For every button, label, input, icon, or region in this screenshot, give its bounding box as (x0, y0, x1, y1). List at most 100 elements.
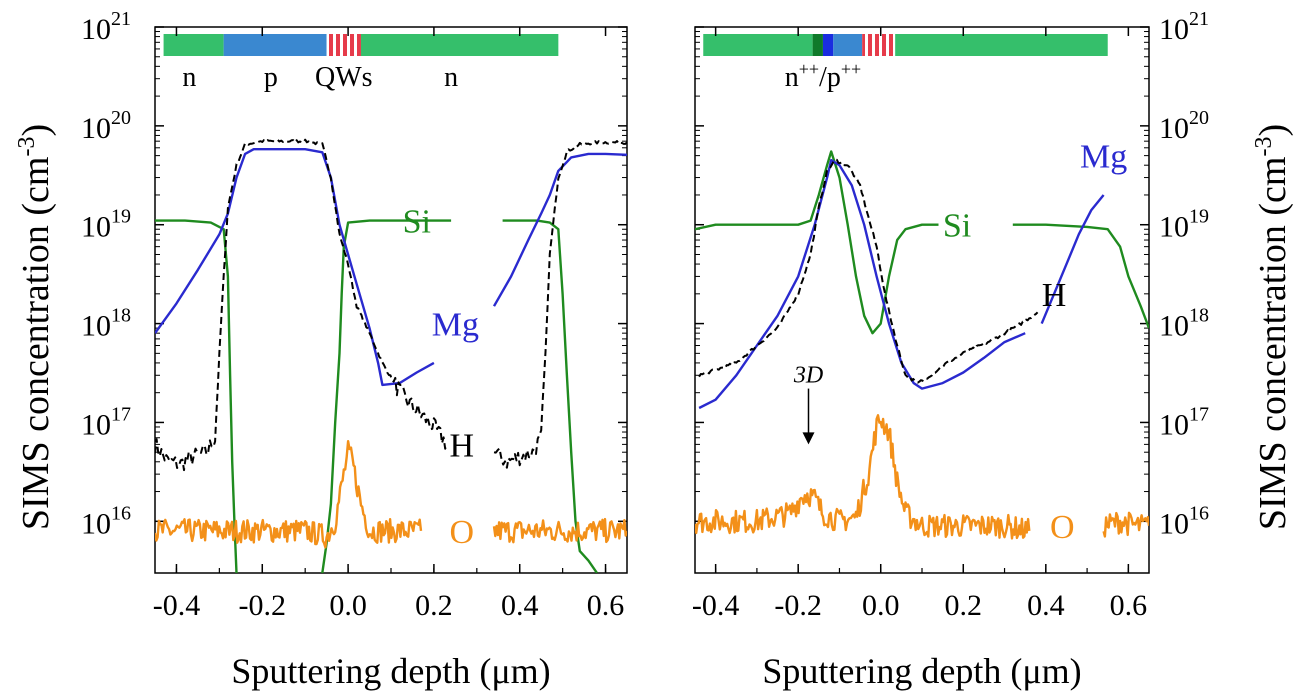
y-tick-exponent: 18 (111, 305, 131, 327)
series-h-line (493, 140, 627, 469)
left-panel: n p QWs n -0.4 -0.2 0.0 0.2 0.4 0.6 Sputtering dep… (81, 8, 628, 691)
series-si-line (155, 219, 238, 573)
structure-bar-label: p (264, 62, 278, 93)
y-tick-label: 1016 (1159, 502, 1209, 540)
series-si-line (1012, 223, 1149, 329)
structure-bar-label: n (182, 62, 196, 93)
series-si-line (502, 219, 598, 573)
structure-bar-segment (326, 34, 361, 56)
series-label-mg: Mg (1080, 139, 1127, 176)
y-tick-label: 1021 (1159, 8, 1209, 46)
structure-bar-label-part: /p (819, 62, 841, 93)
x-tick-label: 0.2 (415, 589, 453, 622)
series-h-line (698, 158, 1039, 384)
series-label-si: Si (943, 208, 971, 245)
y-tick-exponent: 18 (1189, 305, 1209, 327)
structure-bar-label: n++/p++ (785, 59, 861, 93)
x-tick-label: -0.4 (692, 589, 740, 622)
y-tick-exponent: 17 (1189, 403, 1209, 425)
structure-bar-segment (833, 34, 863, 56)
structure-bar-segment (703, 34, 813, 56)
structure-bar-label-part: ++ (799, 59, 819, 79)
structure-bar-segment (895, 34, 1108, 56)
x-tick-label: -0.2 (239, 589, 287, 622)
series-mg-line (492, 152, 627, 307)
series-mg-line (698, 158, 1026, 410)
structure-bar-label-part: n (785, 62, 799, 93)
y-tick-base: 10 (1159, 310, 1189, 343)
series-o-line (492, 517, 627, 544)
series-label-si: Si (403, 204, 431, 241)
y-tick-label: 1018 (81, 305, 131, 343)
structure-bar-label: n (444, 62, 458, 93)
series-label-mg: Mg (432, 307, 479, 344)
y-tick-base: 10 (81, 507, 111, 540)
series-label-o: O (1050, 509, 1075, 546)
y-tick-base: 10 (1159, 211, 1189, 244)
series-group (155, 138, 627, 573)
x-tick-label: 0.0 (329, 589, 367, 622)
series-mg-line (155, 148, 435, 387)
y-tick-exponent: 21 (1189, 8, 1209, 30)
y-tick-base: 10 (1159, 13, 1189, 46)
y-tick-label: 1016 (81, 502, 131, 540)
series-label-h: H (1042, 277, 1067, 314)
structure-bar-segment (163, 34, 224, 56)
structure-bar-label-part: ++ (841, 59, 861, 79)
series-o-line (155, 440, 423, 549)
series-o-line (695, 414, 1031, 540)
y-tick-label: 1017 (1159, 403, 1209, 441)
y-tick-base: 10 (1159, 408, 1189, 441)
structure-bar-segment (812, 34, 823, 56)
series-h-line (155, 138, 448, 472)
y-tick-base: 10 (81, 408, 111, 441)
y-tick-label: 1019 (1159, 206, 1209, 244)
x-axis-title: Sputtering depth (μm) (231, 651, 550, 691)
x-tick-label: 0.6 (1110, 589, 1148, 622)
y-tick-exponent: 17 (111, 403, 131, 425)
structure-bar-label: QWs (315, 62, 373, 93)
plot-frame (694, 26, 1150, 574)
series-label-o: O (450, 514, 475, 551)
series-group (695, 150, 1149, 540)
x-axis-title: Sputtering depth (μm) (762, 651, 1081, 691)
y-tick-base: 10 (81, 211, 111, 244)
y-axis-title-left: SIMS concentration (cm-3) (14, 124, 57, 530)
x-tick-label: 0.4 (1027, 589, 1065, 622)
y-axis-title-right: SIMS concentration (cm-3) (1251, 124, 1294, 530)
y-tick-exponent: 19 (111, 206, 131, 228)
x-tick-label: -0.4 (153, 589, 201, 622)
y-tick-base: 10 (81, 112, 111, 145)
y-tick-label: 1019 (81, 206, 131, 244)
series-mg-line (1040, 194, 1105, 325)
y-tick-base: 10 (1159, 112, 1189, 145)
y-tick-label: 1018 (1159, 305, 1209, 343)
x-tick-label: 0.0 (862, 589, 900, 622)
structure-bar-segment (223, 34, 327, 56)
y-tick-label: 1020 (1159, 107, 1209, 145)
structure-bar-segment (862, 34, 896, 56)
y-tick-exponent: 16 (111, 502, 131, 524)
series-label-h: H (450, 427, 475, 464)
x-tick-label: 0.6 (587, 589, 625, 622)
series-si-line (695, 150, 939, 335)
x-tick-label: 0.4 (501, 589, 539, 622)
y-tick-exponent: 21 (111, 8, 131, 30)
annotation-3d-label: 3D (793, 363, 823, 389)
annotation-arrow-head (802, 432, 815, 445)
structure-bar-segment (360, 34, 559, 56)
y-tick-base: 10 (1159, 507, 1189, 540)
structure-bar-segment (822, 34, 834, 56)
x-tick-label: -0.2 (774, 589, 822, 622)
y-tick-label: 1017 (81, 403, 131, 441)
y-tick-exponent: 20 (1189, 107, 1209, 129)
y-tick-exponent: 20 (111, 107, 131, 129)
y-tick-exponent: 16 (1189, 502, 1209, 524)
y-tick-label: 1020 (81, 107, 131, 145)
x-tick-label: 0.2 (945, 589, 983, 622)
y-tick-base: 10 (81, 13, 111, 46)
series-si-line (321, 219, 452, 573)
plot-frame (154, 26, 628, 574)
